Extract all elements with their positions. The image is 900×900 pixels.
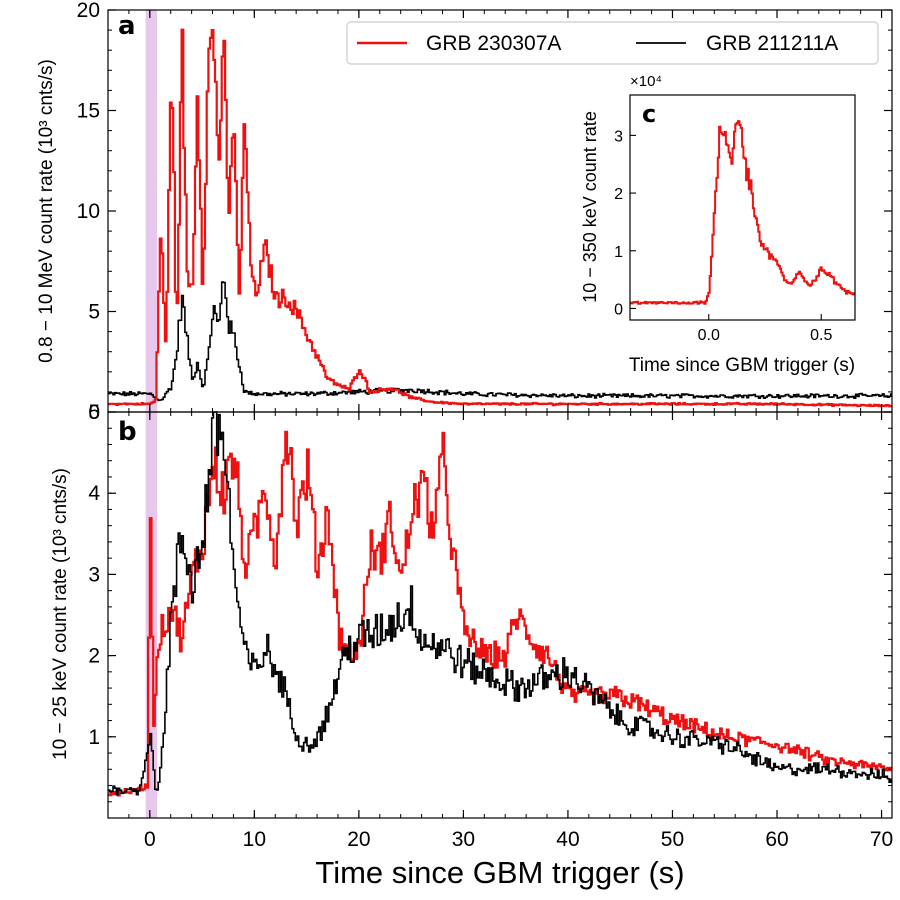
- panel-a-ytick-label: 10: [77, 200, 100, 223]
- panel-c-inset: 0 1 2 3 0.0 0.5 c ×10⁴ 10 − 350 keV count ra…: [580, 73, 856, 376]
- panel-a-series-grb211211a: [108, 281, 892, 402]
- panel-a-ytick-label: 5: [88, 301, 100, 324]
- panel-c-ytick-label: 1: [614, 244, 623, 261]
- panel-a-ytick-label: 15: [77, 100, 100, 123]
- x-tick-label: 10: [243, 828, 266, 851]
- panel-c-xlabel: Time since GBM trigger (s): [629, 355, 855, 376]
- panel-c-letter: c: [642, 100, 656, 128]
- x-tick-label: 30: [452, 828, 475, 851]
- x-tick-label: 70: [870, 828, 893, 851]
- x-tick-label: 0: [144, 828, 156, 851]
- panel-a-ytick-label: 0: [88, 401, 100, 424]
- x-tick-label: 20: [347, 828, 370, 851]
- panel-c-frame: [629, 94, 856, 321]
- panel-b-ytick-label: 1: [88, 726, 100, 749]
- panel-b-ytick-label: 3: [88, 563, 100, 586]
- panel-a-xticks: [107, 10, 883, 412]
- panel-a-series: [108, 28, 892, 408]
- panel-c-series-grb230307a: [630, 120, 856, 305]
- x-tick-label: 40: [556, 828, 579, 851]
- legend-box: [346, 21, 879, 65]
- panel-c-xticks: 0.0 0.5: [698, 314, 832, 344]
- panel-c-multiplier: ×10⁴: [630, 73, 662, 90]
- panel-a-ylabel: 0.8 − 10 MeV count rate (10³ cnts/s): [36, 59, 57, 363]
- panel-c-ytick-label: 3: [614, 128, 623, 145]
- panel-b-yticks: 1 2 3 4 5: [88, 401, 892, 819]
- panel-b-xticks: 0 10 20 30 40 50 60 70: [107, 412, 893, 851]
- x-axis-label: Time since GBM trigger (s): [315, 855, 684, 890]
- panel-a-ytick-label: 20: [77, 0, 100, 22]
- panel-b-letter: b: [118, 417, 137, 447]
- x-tick-label: 50: [661, 828, 684, 851]
- panel-c-xtick-label: 0.5: [810, 327, 832, 344]
- x-tick-label: 60: [765, 828, 788, 851]
- panel-a-letter: a: [118, 11, 136, 41]
- panel-b-ylabel: 10 − 25 keV count rate (10³ cnts/s): [50, 468, 71, 760]
- legend-label-grb211211a: GRB 211211A: [706, 32, 838, 55]
- panel-b-ytick-label: 5: [88, 401, 100, 424]
- panel-c-ytick-label: 0: [614, 301, 623, 318]
- legend-label-grb230307a: GRB 230307A: [426, 32, 561, 55]
- panel-c-series: [630, 120, 856, 305]
- panel-a-series-grb230307a: [108, 28, 892, 408]
- panel-c-ylabel: 10 − 350 keV count rate: [580, 111, 600, 303]
- panel-b-ytick-label: 4: [88, 482, 100, 505]
- panel-b: 1 2 3 4 5 0 10 20 30 40 50 60 70 b 10 − 25 keV coun…: [50, 401, 893, 851]
- legend: GRB 230307A GRB 211211A: [346, 21, 879, 65]
- shaded-trigger-interval: [145, 10, 158, 818]
- panel-b-frame: [107, 411, 893, 819]
- panel-b-ytick-label: 2: [88, 645, 100, 668]
- panel-c-yticks: 0 1 2 3: [614, 128, 636, 318]
- panel-b-series: [108, 411, 892, 797]
- panel-c-ytick-label: 2: [614, 186, 623, 203]
- panel-b-series-grb230307a: [108, 430, 892, 797]
- panel-c-xtick-label: 0.0: [698, 327, 720, 344]
- panel-b-series-grb211211a: [108, 411, 892, 796]
